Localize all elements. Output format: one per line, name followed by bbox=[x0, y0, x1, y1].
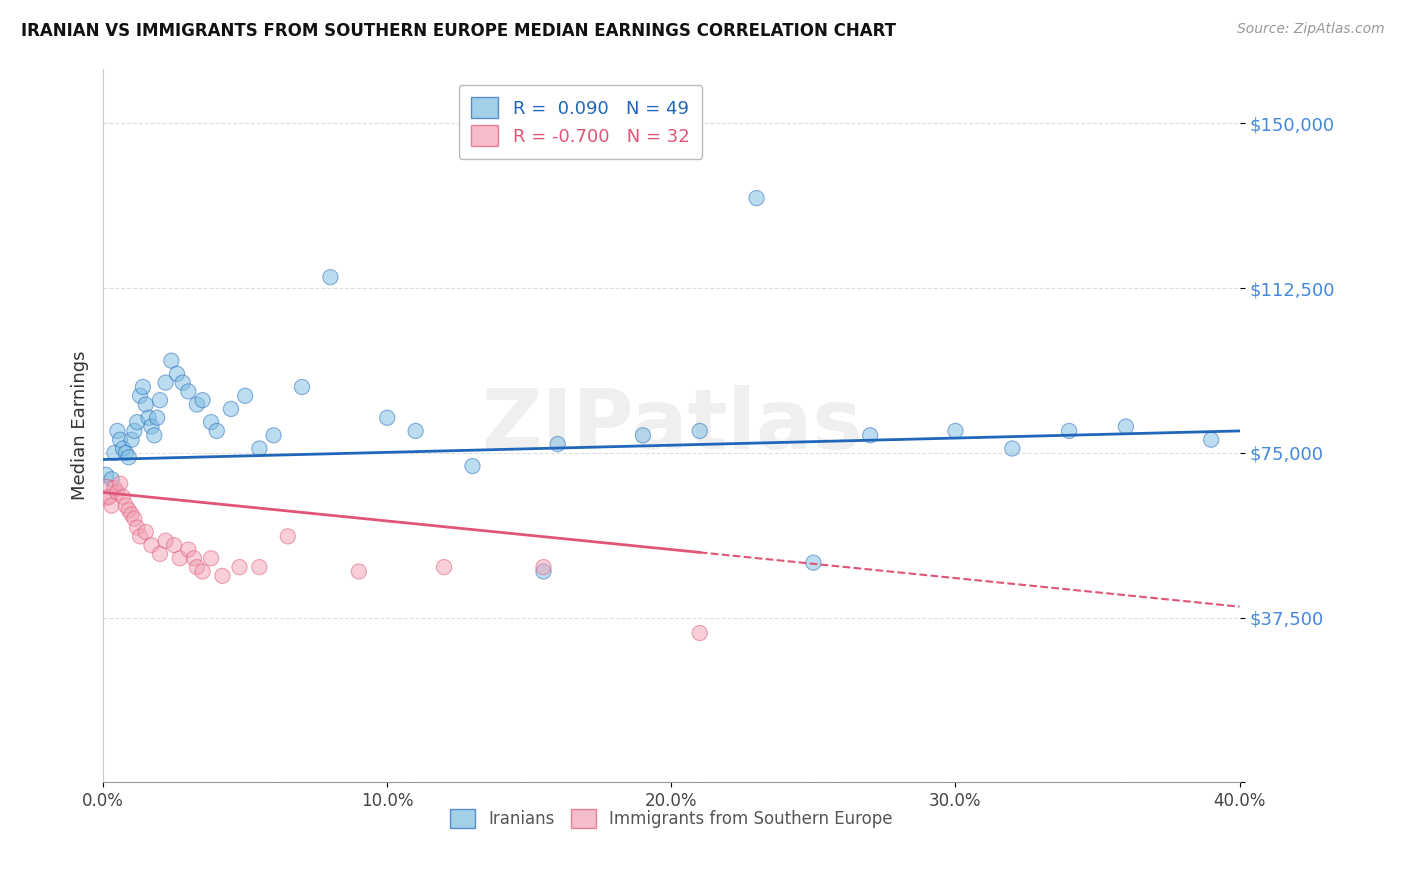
Point bbox=[143, 428, 166, 442]
Legend: Iranians, Immigrants from Southern Europe: Iranians, Immigrants from Southern Europ… bbox=[443, 802, 900, 835]
Point bbox=[689, 626, 711, 640]
Point bbox=[183, 551, 205, 566]
Point bbox=[149, 547, 172, 561]
Point bbox=[111, 490, 134, 504]
Point bbox=[166, 367, 188, 381]
Point bbox=[219, 401, 242, 416]
Point bbox=[191, 565, 214, 579]
Point bbox=[689, 424, 711, 438]
Point bbox=[103, 481, 125, 495]
Point bbox=[169, 551, 191, 566]
Point bbox=[94, 485, 117, 500]
Point bbox=[533, 560, 555, 574]
Point bbox=[118, 503, 141, 517]
Point bbox=[105, 424, 128, 438]
Point bbox=[100, 499, 122, 513]
Point bbox=[118, 450, 141, 465]
Point bbox=[186, 398, 208, 412]
Text: Source: ZipAtlas.com: Source: ZipAtlas.com bbox=[1237, 22, 1385, 37]
Point bbox=[247, 442, 270, 456]
Point bbox=[141, 538, 163, 552]
Point bbox=[291, 380, 314, 394]
Point bbox=[211, 569, 233, 583]
Point bbox=[108, 433, 131, 447]
Point bbox=[347, 565, 370, 579]
Point bbox=[146, 410, 169, 425]
Point bbox=[155, 376, 177, 390]
Point bbox=[247, 560, 270, 574]
Point bbox=[1115, 419, 1137, 434]
Point bbox=[533, 565, 555, 579]
Point bbox=[103, 446, 125, 460]
Point bbox=[105, 485, 128, 500]
Point bbox=[141, 419, 163, 434]
Point bbox=[433, 560, 456, 574]
Point bbox=[177, 384, 200, 399]
Y-axis label: Median Earnings: Median Earnings bbox=[72, 351, 89, 500]
Point bbox=[191, 393, 214, 408]
Point bbox=[547, 437, 569, 451]
Point bbox=[186, 560, 208, 574]
Point bbox=[405, 424, 427, 438]
Point bbox=[121, 433, 143, 447]
Point bbox=[115, 499, 138, 513]
Point bbox=[200, 551, 222, 566]
Point bbox=[160, 353, 183, 368]
Point bbox=[129, 529, 152, 543]
Point bbox=[277, 529, 299, 543]
Point bbox=[108, 476, 131, 491]
Point bbox=[132, 380, 155, 394]
Point bbox=[163, 538, 186, 552]
Point bbox=[172, 376, 194, 390]
Point bbox=[94, 467, 117, 482]
Point bbox=[1199, 433, 1222, 447]
Point bbox=[205, 424, 228, 438]
Point bbox=[100, 472, 122, 486]
Point bbox=[461, 458, 484, 473]
Point bbox=[177, 542, 200, 557]
Point bbox=[129, 389, 152, 403]
Point bbox=[631, 428, 654, 442]
Point bbox=[111, 442, 134, 456]
Point bbox=[375, 410, 398, 425]
Point bbox=[859, 428, 882, 442]
Point bbox=[135, 524, 157, 539]
Text: ZIPatlas: ZIPatlas bbox=[481, 385, 862, 466]
Point bbox=[228, 560, 250, 574]
Point bbox=[121, 508, 143, 522]
Point bbox=[1057, 424, 1080, 438]
Point bbox=[127, 415, 149, 429]
Point bbox=[1001, 442, 1024, 456]
Point bbox=[263, 428, 285, 442]
Point bbox=[149, 393, 172, 408]
Point bbox=[233, 389, 256, 403]
Point bbox=[97, 490, 120, 504]
Point bbox=[138, 410, 160, 425]
Point bbox=[135, 398, 157, 412]
Point bbox=[124, 424, 146, 438]
Point bbox=[945, 424, 967, 438]
Point bbox=[319, 270, 342, 285]
Text: IRANIAN VS IMMIGRANTS FROM SOUTHERN EUROPE MEDIAN EARNINGS CORRELATION CHART: IRANIAN VS IMMIGRANTS FROM SOUTHERN EURO… bbox=[21, 22, 896, 40]
Point bbox=[115, 446, 138, 460]
Point bbox=[745, 191, 768, 205]
Point bbox=[124, 512, 146, 526]
Point bbox=[200, 415, 222, 429]
Point bbox=[803, 556, 825, 570]
Point bbox=[127, 520, 149, 534]
Point bbox=[155, 533, 177, 548]
